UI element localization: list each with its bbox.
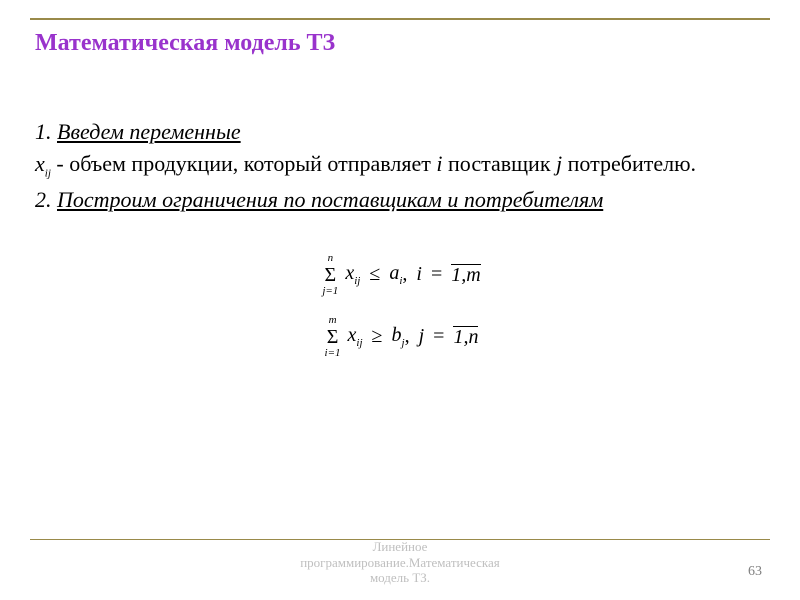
f1-comma: ,: [402, 261, 407, 288]
f2-range: 1,n: [453, 326, 478, 347]
f2-eq: =: [433, 323, 444, 350]
def-var: x: [35, 151, 45, 176]
f2-comma: ,: [405, 323, 410, 350]
f2-rhs-var: b: [392, 324, 402, 346]
step-1-prefix: 1.: [35, 119, 57, 144]
sigma-1-bot: j=1: [322, 286, 338, 297]
sigma-1-symbol: Σ: [322, 265, 338, 285]
f2-op: ≥: [372, 323, 383, 350]
f2-x: xij: [348, 322, 363, 351]
f2-x-sub: ij: [356, 337, 362, 349]
def-text-1: - объем продукции, который отправляет: [51, 151, 436, 176]
footer-line-3: модель ТЗ.: [370, 570, 430, 585]
f1-x: xij: [345, 260, 360, 289]
formula-block: n Σ j=1 xij ≤ ai , i = 1,m m Σ: [35, 245, 770, 367]
def-text-3: потребителю.: [562, 151, 696, 176]
formula-1: n Σ j=1 xij ≤ ai , i = 1,m: [322, 253, 482, 297]
step-2-heading: Построим ограничения по поставщикам и по…: [57, 187, 603, 212]
f2-idx: j: [419, 323, 425, 350]
sigma-2-bot: i=1: [325, 348, 341, 359]
step-2-prefix: 2.: [35, 187, 57, 212]
formula-2: m Σ i=1 xij ≥ bj , j = 1,n: [325, 315, 481, 359]
sigma-1: n Σ j=1: [322, 253, 338, 297]
slide-title: Математическая модель ТЗ: [35, 30, 770, 57]
footer-line-2: программирование.Математическая: [300, 555, 500, 570]
f1-rhs: ai: [389, 260, 402, 289]
step-1: 1. Введем переменные: [35, 117, 770, 147]
page-number: 63: [748, 564, 762, 580]
def-text-2: поставщик: [443, 151, 557, 176]
sigma-2: m Σ i=1: [325, 315, 341, 359]
step-2: 2. Построим ограничения по поставщикам и…: [35, 185, 770, 215]
f1-range: 1,m: [451, 264, 480, 285]
f1-x-sub: ij: [354, 275, 360, 287]
sigma-1-top: n: [322, 253, 338, 264]
f1-x-var: x: [345, 262, 354, 284]
sigma-2-symbol: Σ: [325, 327, 341, 347]
top-divider: [30, 18, 770, 20]
f1-eq: =: [431, 261, 442, 288]
step-1-heading: Введем переменные: [57, 119, 241, 144]
slide: Математическая модель ТЗ 1. Введем перем…: [0, 0, 800, 600]
footer-line-1: Линейное: [373, 539, 428, 554]
variable-definition: xij - объем продукции, который отправляе…: [35, 149, 770, 181]
f1-rhs-var: a: [389, 262, 399, 284]
f1-idx: i: [416, 261, 422, 288]
f2-rhs: bj: [392, 322, 405, 351]
f1-op: ≤: [369, 261, 380, 288]
content-area: 1. Введем переменные xij - объем продукц…: [35, 117, 770, 367]
footer: Линейное программирование.Математическая…: [0, 539, 800, 586]
sigma-2-top: m: [325, 315, 341, 326]
